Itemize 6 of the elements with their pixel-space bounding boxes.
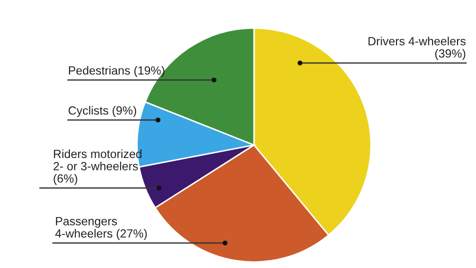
slice-label: Drivers 4-wheelers bbox=[368, 36, 466, 46]
data-label: (39%) bbox=[435, 48, 466, 60]
slice-label: Cyclists (9%) bbox=[68, 106, 136, 117]
slice-label: Pedestrians (19%) bbox=[68, 66, 164, 77]
slice-label: Passengers 4-wheelers (27%) bbox=[55, 217, 147, 240]
data-label: (6%) bbox=[54, 174, 78, 185]
